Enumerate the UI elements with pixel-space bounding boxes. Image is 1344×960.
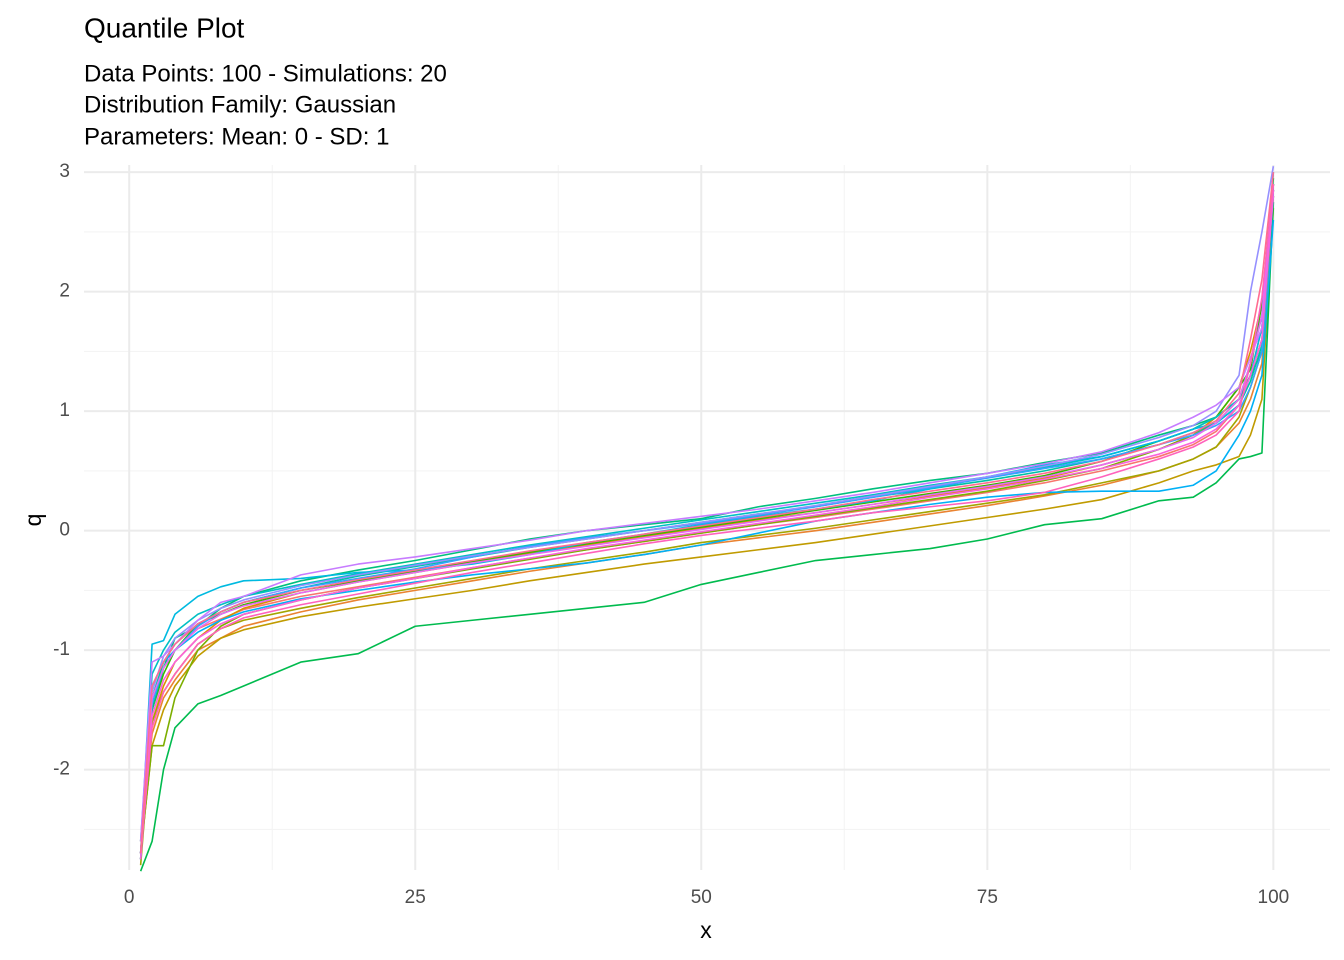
y-tick-label: 3 (59, 161, 70, 182)
series-line (139, 195, 1275, 842)
series-line (139, 202, 1275, 872)
y-tick-label: 0 (59, 520, 70, 541)
x-tick-label: 75 (977, 887, 998, 908)
chart-title: Quantile Plot (84, 12, 245, 43)
x-tick-label: 25 (405, 887, 426, 908)
series-line (139, 219, 1275, 860)
y-tick-label: -1 (53, 639, 70, 660)
subtitle: Parameters: Mean: 0 - SD: 1 (84, 123, 389, 150)
series-line (139, 184, 1275, 854)
x-tick-label: 100 (1258, 887, 1290, 908)
x-axis-label: x (700, 917, 712, 943)
subtitle: Distribution Family: Gaussian (84, 91, 396, 118)
series-line (139, 207, 1275, 854)
series-line (139, 166, 1275, 860)
y-tick-label: -2 (53, 759, 70, 780)
series-line (139, 184, 1275, 854)
series-line (139, 172, 1275, 842)
series-line (139, 184, 1275, 854)
x-tick-label: 50 (691, 887, 712, 908)
series-line (139, 184, 1275, 854)
x-tick-label: 0 (124, 887, 135, 908)
y-tick-label: 1 (59, 400, 70, 421)
series-line (139, 172, 1275, 854)
y-axis-label: q (20, 514, 46, 527)
subtitle: Data Points: 100 - Simulations: 20 (84, 60, 447, 87)
series-line (139, 190, 1275, 860)
y-tick-label: 2 (59, 281, 70, 302)
